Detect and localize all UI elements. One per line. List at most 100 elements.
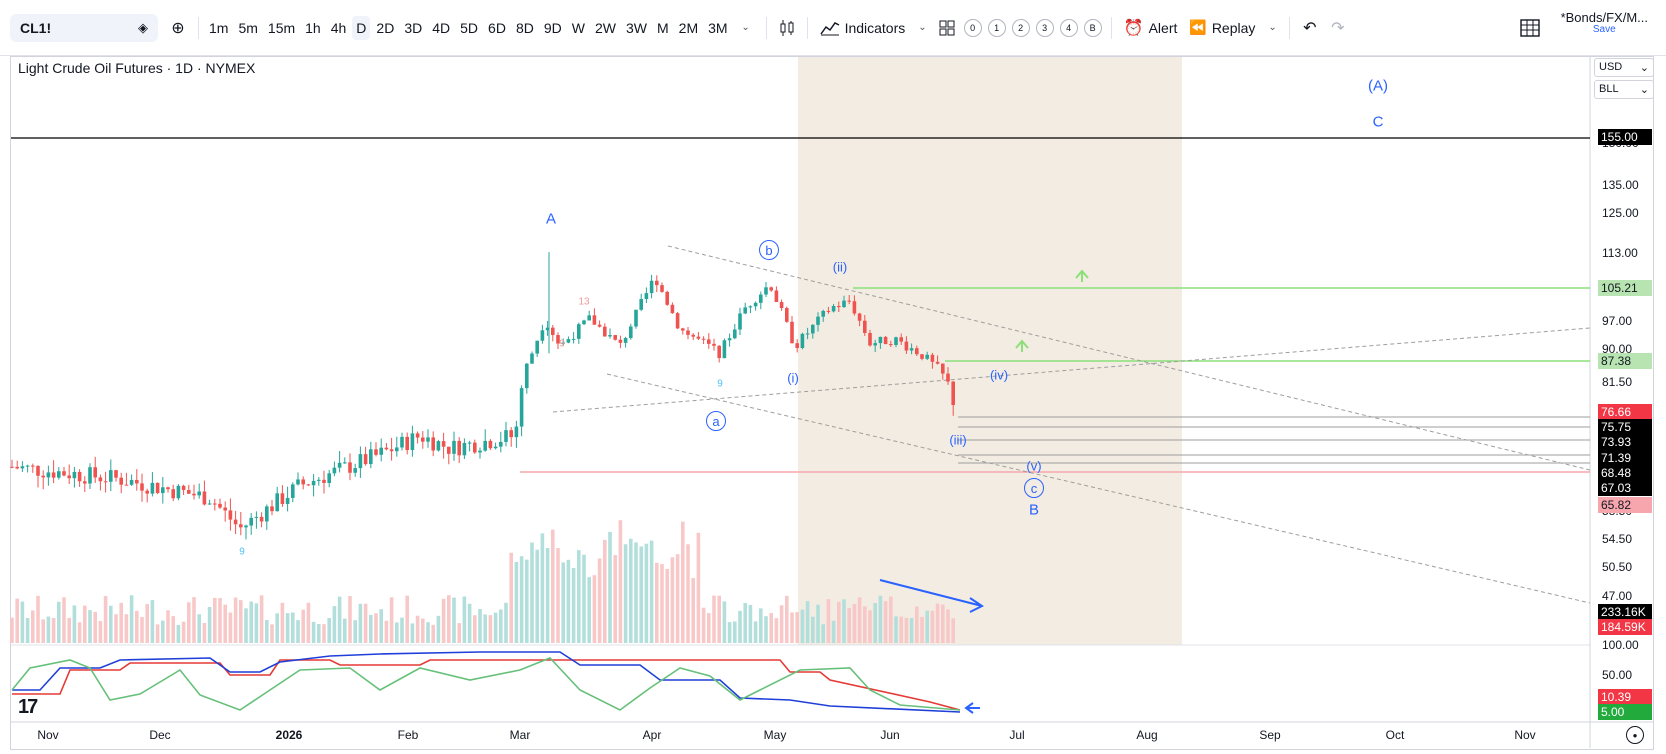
layout-chip-4[interactable]: 4 <box>1059 18 1078 37</box>
volume-bar <box>77 622 82 643</box>
volume-bar <box>540 533 545 643</box>
interval-5d[interactable]: 5D <box>460 19 479 36</box>
candle-body <box>103 481 108 483</box>
candle-body <box>551 327 555 336</box>
candle-body <box>291 484 295 498</box>
interval-2w[interactable]: 2W <box>594 19 616 36</box>
candle-body <box>119 477 123 485</box>
volume-bar <box>41 619 45 643</box>
candle-body <box>395 447 399 452</box>
interval-9d[interactable]: 9D <box>543 19 562 36</box>
volume-bar <box>899 616 903 643</box>
chart-frame[interactable] <box>10 56 1654 750</box>
interval-3d[interactable]: 3D <box>404 19 423 36</box>
interval-chevron-down-icon[interactable]: ⌄ <box>741 22 750 33</box>
interval-3m[interactable]: 3M <box>708 19 728 36</box>
candle-body <box>603 326 607 337</box>
volume-bar <box>857 597 862 643</box>
candle-body <box>670 304 675 314</box>
volume-bar <box>639 546 643 643</box>
alert-button[interactable]: ⏰ Alert <box>1118 14 1184 42</box>
interval-m[interactable]: M <box>656 19 669 36</box>
candle-body <box>883 336 888 345</box>
layout-save[interactable]: *Bonds/FX/M... Save <box>1560 10 1648 36</box>
unit-select[interactable]: BLL ⌄ <box>1594 80 1654 99</box>
time-axis-label: Nov <box>37 728 59 742</box>
elliott-wave-label: a <box>706 411 726 431</box>
redo-icon[interactable]: ↷ <box>1331 19 1345 37</box>
interval-2m[interactable]: 2M <box>678 19 699 36</box>
candle-body <box>441 441 446 447</box>
replay-button[interactable]: ⏪ Replay ⌄ <box>1183 14 1282 42</box>
replay-rewind-icon: ⏪ <box>1189 19 1207 35</box>
undo-icon[interactable]: ↶ <box>1303 19 1317 37</box>
price-badge: 233.16K <box>1598 604 1652 620</box>
candle-body <box>166 487 170 490</box>
layout-chip-b[interactable]: B <box>1083 18 1102 37</box>
interval-8d[interactable]: 8D <box>515 19 534 36</box>
interval-4d[interactable]: 4D <box>432 19 451 36</box>
candle-body <box>363 454 368 465</box>
interval-2d[interactable]: 2D <box>376 19 395 36</box>
candle-body <box>545 327 550 331</box>
compare-add-icon[interactable]: ⊕ <box>171 19 185 37</box>
volume-bar <box>51 618 56 643</box>
interval-d[interactable]: D <box>352 15 371 40</box>
interval-1m[interactable]: 1m <box>209 19 229 36</box>
volume-bar <box>389 597 394 643</box>
indicators-icon <box>819 21 839 35</box>
candle-body <box>197 491 201 496</box>
elliott-wave-label: c <box>1024 478 1044 498</box>
layout-chip-0[interactable]: 0 <box>963 18 982 37</box>
candle-body <box>322 479 326 483</box>
candle-body <box>577 324 581 339</box>
volume-bar <box>20 601 25 643</box>
interval-4h[interactable]: 4h <box>330 19 347 36</box>
layout-chip-3[interactable]: 3 <box>1035 18 1054 37</box>
settings-gear-icon[interactable]: ● <box>1626 726 1644 744</box>
volume-bar <box>613 555 617 643</box>
symbol-search[interactable]: CL1! ◈ <box>10 13 158 42</box>
layout-name: *Bonds/FX/M... <box>1560 10 1648 25</box>
table-grid-icon[interactable] <box>1520 18 1540 38</box>
candle-body <box>306 484 311 486</box>
candle-body <box>228 510 233 520</box>
candle-body <box>67 475 71 479</box>
candle-body <box>774 290 779 303</box>
candle-body <box>592 315 597 325</box>
candle-body <box>847 300 851 302</box>
symbol-star-icon[interactable]: ◈ <box>138 19 148 35</box>
candle-body <box>608 335 612 337</box>
layout-grid-icon[interactable] <box>933 14 961 42</box>
volume-bar <box>161 620 165 643</box>
candle-style-icon[interactable] <box>773 14 801 42</box>
volume-bar <box>707 613 711 643</box>
interval-3w[interactable]: 3W <box>625 19 647 36</box>
interval-6d[interactable]: 6D <box>488 19 506 36</box>
layout-chip-1[interactable]: 1 <box>987 18 1006 37</box>
candle-body <box>140 483 144 491</box>
indicators-button[interactable]: Indicators ⌄ <box>814 14 933 42</box>
volume-bar <box>93 611 97 643</box>
volume-bar <box>478 609 482 643</box>
candle-body <box>233 519 238 525</box>
candle-body <box>249 517 253 526</box>
interval-15m[interactable]: 15m <box>267 19 296 36</box>
volume-bar <box>441 598 446 643</box>
interval-5m[interactable]: 5m <box>238 19 258 36</box>
volume-bar <box>259 595 264 643</box>
currency-select[interactable]: USD ⌄ <box>1594 58 1654 77</box>
candle-body <box>493 446 498 449</box>
volume-bar <box>904 617 909 643</box>
price-axis-label: 81.50 <box>1602 375 1633 389</box>
interval-w[interactable]: W <box>571 19 585 36</box>
candle-body <box>514 426 519 438</box>
layout-chip-2[interactable]: 2 <box>1011 18 1030 37</box>
volume-bar <box>410 623 415 643</box>
volume-bar <box>930 610 935 643</box>
interval-1h[interactable]: 1h <box>305 19 321 36</box>
candle-body <box>504 430 508 442</box>
candle-body <box>98 477 103 482</box>
candle-body <box>800 333 805 348</box>
